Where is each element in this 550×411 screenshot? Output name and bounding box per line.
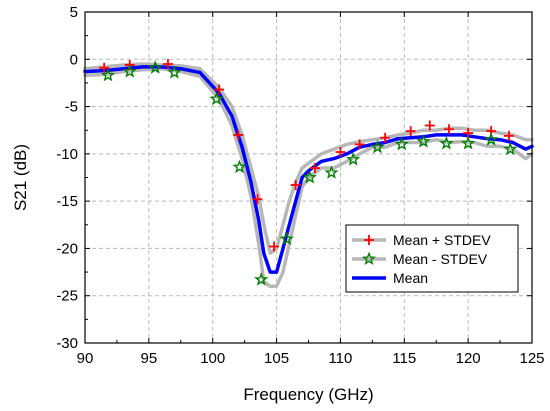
star-marker-2 bbox=[148, 60, 163, 74]
star-marker-12 bbox=[394, 136, 409, 151]
x-axis-title: Frequency (GHz) bbox=[243, 385, 373, 404]
plus-marker-14 bbox=[443, 124, 454, 135]
y-tick-label: -30 bbox=[56, 335, 78, 352]
x-tick-label: 125 bbox=[519, 350, 544, 367]
axis-layer: 90 95 100 105 110 115 120 125 5 0 -5 -10 -15 -20 -25 -3… bbox=[11, 4, 545, 404]
series-layer bbox=[83, 62, 534, 289]
x-tick-label: 120 bbox=[456, 350, 481, 367]
star-marker-0 bbox=[100, 67, 116, 82]
star-marker-15 bbox=[460, 136, 476, 150]
series-line-2 bbox=[83, 65, 534, 274]
series-line-1 bbox=[83, 66, 534, 289]
x-tick-label: 95 bbox=[141, 350, 158, 367]
plus-marker-5 bbox=[252, 194, 263, 205]
star-marker-14 bbox=[439, 136, 454, 150]
legend: Mean + STDEV Mean - STDEV Mean bbox=[345, 224, 519, 293]
y-tick-label: -5 bbox=[65, 99, 78, 116]
plus-marker-9 bbox=[335, 146, 346, 157]
plus-marker-17 bbox=[504, 130, 515, 141]
plus-marker-7 bbox=[290, 180, 301, 191]
plus-marker-0 bbox=[99, 62, 110, 73]
legend-label-2: Mean bbox=[393, 270, 428, 286]
legend-label-1: Mean - STDEV bbox=[393, 251, 488, 267]
plus-marker-11 bbox=[380, 132, 391, 143]
y-tick-label: -10 bbox=[56, 146, 78, 163]
legend-plus-marker bbox=[364, 235, 374, 245]
star-marker-11 bbox=[370, 139, 385, 154]
y-tick-label: 0 bbox=[70, 51, 78, 68]
plus-marker-3 bbox=[214, 84, 225, 95]
star-marker-13 bbox=[416, 134, 431, 148]
star-marker-1 bbox=[122, 64, 137, 78]
series-line-0 bbox=[83, 62, 534, 255]
legend-star-marker bbox=[361, 251, 377, 265]
star-marker-5 bbox=[232, 159, 247, 174]
star-marker-6 bbox=[254, 272, 269, 286]
star-marker-7 bbox=[279, 231, 294, 245]
x-tick-label: 90 bbox=[77, 350, 94, 367]
y-tick-label: -25 bbox=[56, 288, 78, 305]
x-tick-label: 110 bbox=[328, 350, 352, 367]
x-tick-label: 100 bbox=[200, 350, 225, 367]
y-tick-label: 5 bbox=[70, 4, 78, 21]
plus-marker-2 bbox=[163, 59, 174, 70]
legend-label-0: Mean + STDEV bbox=[393, 232, 491, 248]
plus-marker-6 bbox=[269, 241, 280, 252]
star-marker-3 bbox=[167, 65, 182, 79]
star-marker-4 bbox=[209, 91, 224, 106]
x-tick-label: 115 bbox=[392, 350, 416, 367]
star-marker-10 bbox=[346, 152, 361, 166]
y-tick-label: -15 bbox=[56, 193, 78, 210]
plus-marker-4 bbox=[233, 129, 244, 140]
plus-marker-12 bbox=[405, 126, 416, 137]
y-tick-label: -20 bbox=[56, 240, 78, 257]
plus-marker-13 bbox=[424, 120, 435, 131]
star-marker-8 bbox=[302, 170, 317, 184]
y-axis-title: S21 (dB) bbox=[11, 144, 30, 211]
star-marker-9 bbox=[324, 165, 339, 179]
plus-marker-8 bbox=[309, 163, 320, 174]
plus-marker-10 bbox=[354, 139, 365, 150]
star-marker-17 bbox=[503, 141, 518, 156]
marker-layer bbox=[99, 59, 518, 286]
star-marker-16 bbox=[484, 132, 499, 146]
x-tick-label: 105 bbox=[264, 350, 289, 367]
